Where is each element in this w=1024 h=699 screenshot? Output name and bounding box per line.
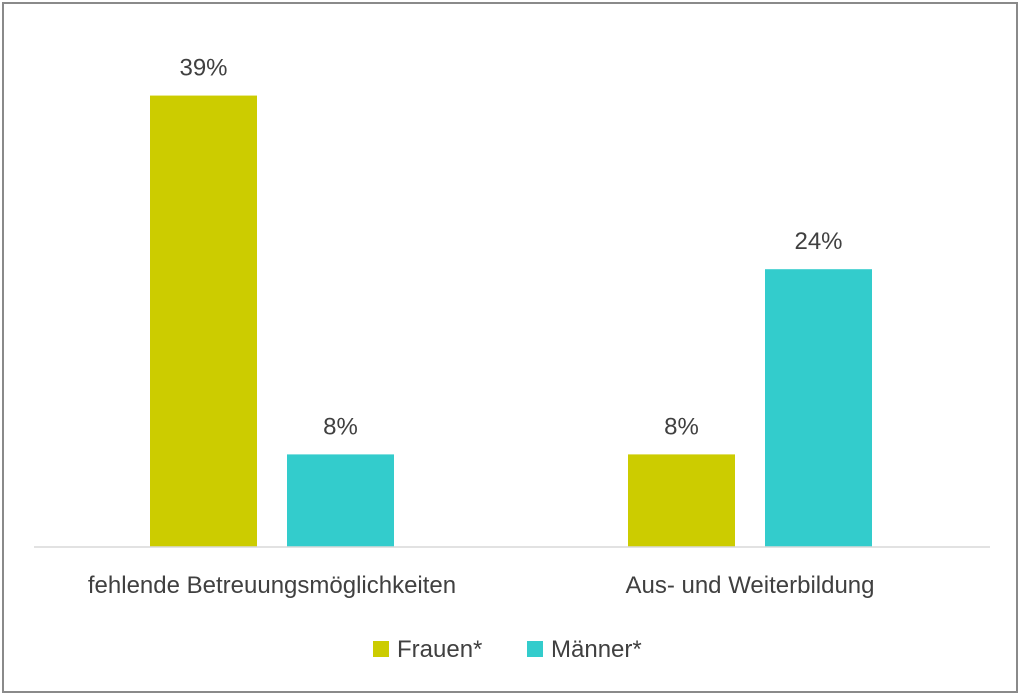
- bar-frauen-1: [628, 454, 735, 547]
- legend-swatch-frauen: [373, 641, 389, 657]
- bars-group: [150, 95, 872, 547]
- bar-frauen-0: [150, 95, 257, 547]
- value-labels-group: 39% 8% 8% 24%: [179, 55, 842, 441]
- data-label: 8%: [323, 413, 358, 440]
- legend-label-frauen: Frauen*: [397, 636, 482, 663]
- legend-swatch-maenner: [527, 641, 543, 657]
- category-label: Aus- und Weiterbildung: [625, 572, 874, 599]
- legend: Frauen* Männer*: [373, 636, 642, 663]
- data-label: 24%: [794, 228, 842, 255]
- data-label: 8%: [664, 413, 699, 440]
- category-label: fehlende Betreuungsmöglichkeiten: [88, 572, 456, 599]
- bar-maenner-0: [287, 454, 394, 547]
- legend-label-maenner: Männer*: [551, 636, 642, 663]
- bar-maenner-1: [765, 269, 872, 547]
- data-label: 39%: [179, 55, 227, 82]
